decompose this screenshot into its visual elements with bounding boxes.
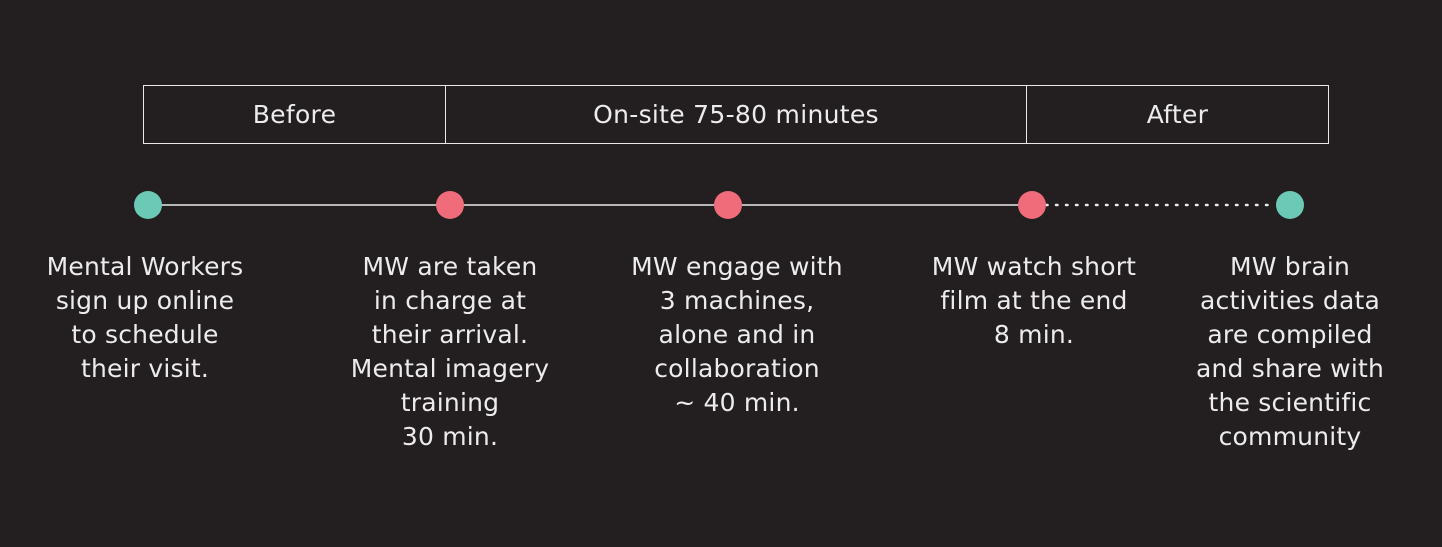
phase-bar: Before On-site 75-80 minutes After bbox=[143, 85, 1329, 144]
step-3-text: MW engage with 3 machines, alone and in … bbox=[631, 252, 843, 417]
step-2-dot bbox=[436, 191, 464, 219]
step-2-text: MW are taken in charge at their arrival.… bbox=[350, 252, 550, 451]
phase-onsite: On-site 75-80 minutes bbox=[446, 86, 1027, 143]
phase-after: After bbox=[1146, 100, 1209, 129]
step-1-dot bbox=[134, 191, 162, 219]
step-5-dot bbox=[1276, 191, 1304, 219]
step-1-text: Mental Workers sign up online to schedul… bbox=[46, 252, 244, 383]
phase-before: Before bbox=[144, 86, 446, 143]
step-4-text: MW watch short film at the end 8 min. bbox=[931, 252, 1137, 349]
step-4-dot bbox=[1018, 191, 1046, 219]
step-5-text: MW brain activities data are compiled an… bbox=[1195, 252, 1385, 451]
step-3-dot bbox=[714, 191, 742, 219]
